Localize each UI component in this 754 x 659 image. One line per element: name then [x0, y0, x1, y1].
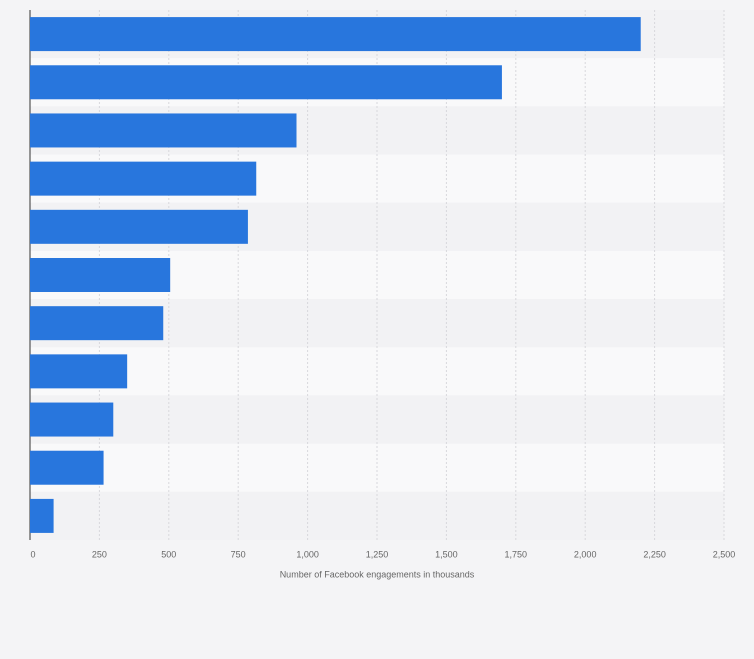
bar	[30, 306, 164, 341]
bar	[30, 65, 502, 100]
x-tick-label: 2,500	[713, 549, 736, 559]
x-tick-label: 500	[161, 549, 176, 559]
bar	[30, 354, 128, 389]
x-tick-label: 0	[30, 549, 35, 559]
bar	[30, 258, 171, 292]
bar	[30, 209, 248, 244]
x-tick-label: 250	[92, 549, 107, 559]
bar	[30, 498, 54, 533]
bar	[30, 161, 257, 196]
x-axis-label: Number of Facebook engagements in thousa…	[280, 569, 475, 579]
x-tick-label: 1,250	[366, 549, 389, 559]
x-tick-label: 1,750	[505, 549, 528, 559]
x-tick-label: 2,250	[643, 549, 666, 559]
x-tick-label: 750	[231, 549, 246, 559]
x-tick-label: 2,000	[574, 549, 597, 559]
bar	[30, 17, 641, 52]
bar	[30, 450, 104, 485]
x-tick-label: 1,000	[296, 549, 319, 559]
bar	[30, 113, 297, 148]
x-tick-label: 1,500	[435, 549, 458, 559]
bar	[30, 402, 114, 437]
